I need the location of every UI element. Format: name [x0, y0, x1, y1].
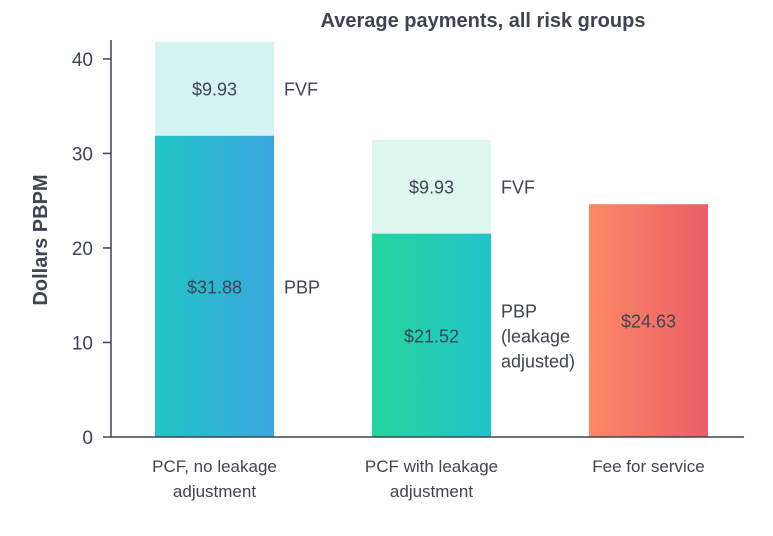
y-tick-label: 20 [72, 239, 93, 260]
bar-segment [589, 204, 708, 437]
segment-name-label: PBP (leakage adjusted) [501, 301, 575, 371]
y-tick-label: 30 [72, 144, 93, 165]
bar-segment [372, 233, 491, 437]
y-tick-label: 0 [82, 428, 93, 449]
bar-value-label: $21.52 [404, 326, 459, 346]
segment-name-label: FVF [501, 178, 535, 198]
x-category-label: PCF, no leakage adjustment [152, 457, 277, 501]
y-axis-label: Dollars PBPM [30, 174, 52, 305]
bar-segment [155, 41, 274, 136]
y-tick-label: 10 [72, 333, 93, 354]
bar-value-label: $24.63 [621, 312, 676, 332]
y-tick-label: 40 [72, 50, 93, 71]
bar-value-label: $31.88 [187, 277, 242, 297]
chart-title: Average payments, all risk groups [321, 10, 646, 32]
segment-name-label: PBP [284, 277, 320, 297]
bar-segment [372, 139, 491, 234]
bar-value-label: $9.93 [409, 178, 454, 198]
segment-name-label: FVF [284, 80, 318, 100]
x-category-label: PCF with leakage adjustment [365, 457, 498, 501]
x-category-label: Fee for service [592, 457, 704, 476]
bar-segment [155, 135, 274, 438]
bar-value-label: $9.93 [192, 80, 237, 100]
